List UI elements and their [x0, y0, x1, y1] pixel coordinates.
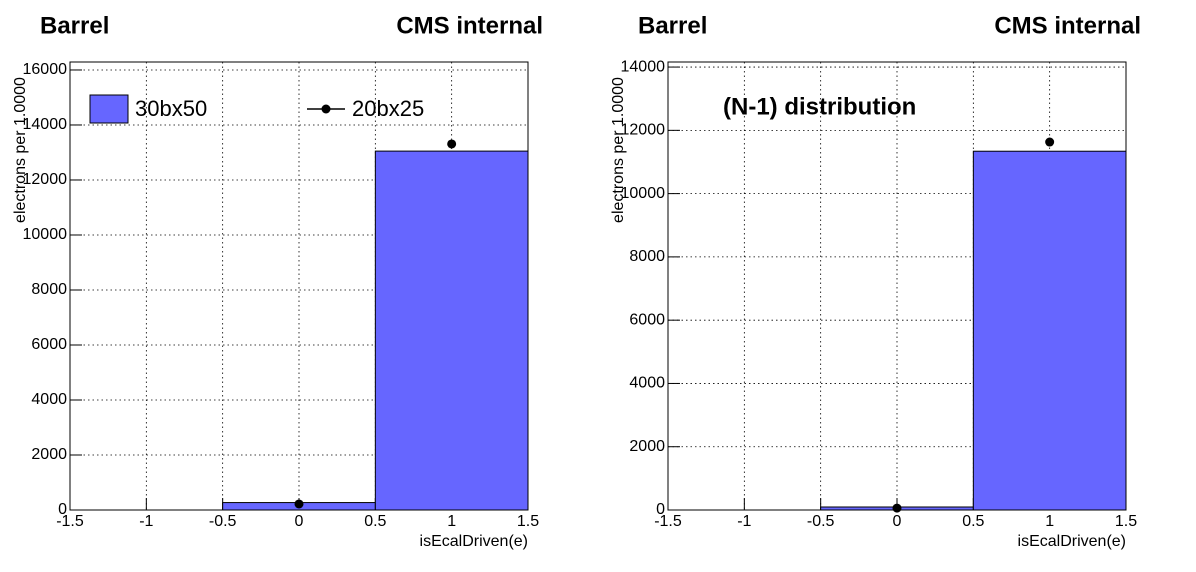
legend-label: 30bx50 — [135, 96, 207, 121]
x-tick-label: 1.5 — [1115, 513, 1137, 530]
title: Barrel — [638, 12, 707, 39]
x-tick-label: -1 — [139, 513, 153, 530]
x-tick-label: -1.5 — [654, 513, 682, 530]
panel: Barrel CMS internal -1.5 -1 -0.5 0 0.5 1 1.5 0 200… — [12, 12, 543, 550]
subtitle: CMS internal — [994, 12, 1141, 39]
legend-swatch — [89, 94, 129, 124]
y-tick-label: 12000 — [621, 122, 666, 139]
y-tick-label: 16000 — [23, 61, 68, 78]
y-axis-label: electrons per 1.0000 — [12, 77, 29, 223]
y-tick-label: 10000 — [621, 185, 666, 202]
x-tick-label: -0.5 — [807, 513, 835, 530]
y-tick-label: 2000 — [31, 446, 67, 463]
plot-frame — [69, 61, 529, 511]
plot-frame — [667, 61, 1127, 511]
y-tick-label: 8000 — [629, 248, 665, 265]
x-tick-label: -0.5 — [209, 513, 237, 530]
legend-swatch — [321, 104, 331, 114]
x-tick-label: 1 — [1045, 513, 1054, 530]
y-tick-label: 0 — [656, 501, 665, 518]
x-tick-label: 1.5 — [517, 513, 539, 530]
data-point — [892, 503, 902, 513]
data-point — [447, 139, 457, 149]
x-tick-label: -1.5 — [56, 513, 84, 530]
x-tick-label: 0 — [893, 513, 902, 530]
subtitle: CMS internal — [396, 12, 543, 39]
title: Barrel — [40, 12, 109, 39]
data-point — [1045, 137, 1055, 147]
legend-label: 20bx25 — [352, 96, 424, 121]
bar — [374, 150, 529, 511]
x-tick-label: 0.5 — [962, 513, 984, 530]
x-tick-label: 0.5 — [364, 513, 386, 530]
x-tick-label: -1 — [737, 513, 751, 530]
y-tick-label: 4000 — [31, 391, 67, 408]
x-tick-label: 0 — [295, 513, 304, 530]
x-tick-label: 1 — [447, 513, 456, 530]
y-tick-label: 0 — [58, 501, 67, 518]
x-axis-label: isEcalDriven(e) — [420, 533, 528, 550]
y-tick-label: 2000 — [629, 438, 665, 455]
y-tick-label: 6000 — [31, 336, 67, 353]
bar — [972, 150, 1127, 511]
y-tick-label: 14000 — [23, 116, 68, 133]
y-tick-label: 8000 — [31, 281, 67, 298]
y-tick-label: 6000 — [629, 311, 665, 328]
y-tick-label: 12000 — [23, 171, 68, 188]
y-tick-label: 4000 — [629, 375, 665, 392]
x-axis-label: isEcalDriven(e) — [1018, 533, 1126, 550]
data-point — [294, 499, 304, 509]
y-tick-label: 14000 — [621, 58, 666, 75]
y-axis-label: electrons per 1.0000 — [610, 77, 627, 223]
annotation: (N-1) distribution — [723, 93, 916, 120]
y-tick-label: 10000 — [23, 226, 68, 243]
panel: Barrel CMS internal (N-1) distribution -1.5… — [610, 12, 1141, 550]
